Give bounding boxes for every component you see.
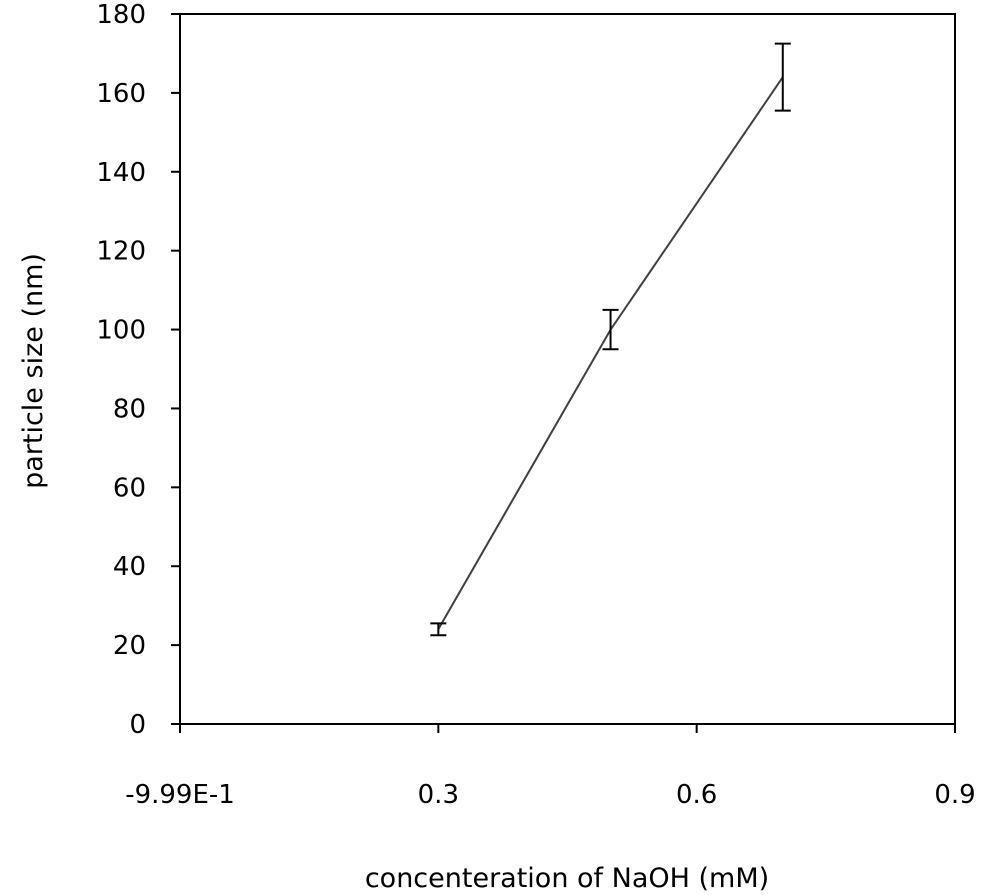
x-tick-label: 0.6: [676, 780, 717, 810]
y-tick-label: 120: [96, 237, 146, 267]
y-tick-label: 20: [113, 631, 146, 661]
plot-area: [179, 13, 956, 725]
y-tick-label: 40: [113, 552, 146, 582]
series-line: [437, 76, 784, 630]
x-axis-ticks: -9.99E-1 0.3 0.6 0.9: [125, 724, 976, 810]
x-axis-title: concenteration of NaOH (mM): [365, 863, 769, 894]
y-tick-label: 100: [96, 316, 146, 346]
y-tick-label: 60: [113, 473, 146, 503]
y-tick-label: 140: [96, 158, 146, 188]
y-tick-label: 0: [129, 710, 146, 740]
x-tick-label: 0.9: [934, 780, 975, 810]
y-tick-label: 180: [96, 0, 146, 30]
data-series: [430, 42, 791, 637]
x-tick-label: -9.99E-1: [125, 780, 235, 810]
y-tick-label: 80: [113, 394, 146, 424]
y-axis-ticks: 0 20 40 60 80 100 120 140 160 180: [96, 0, 180, 740]
y-axis-title: particle size (nm): [18, 253, 49, 489]
x-tick-label: 0.3: [418, 780, 459, 810]
plot-frame: [179, 13, 956, 725]
y-tick-label: 160: [96, 79, 146, 109]
